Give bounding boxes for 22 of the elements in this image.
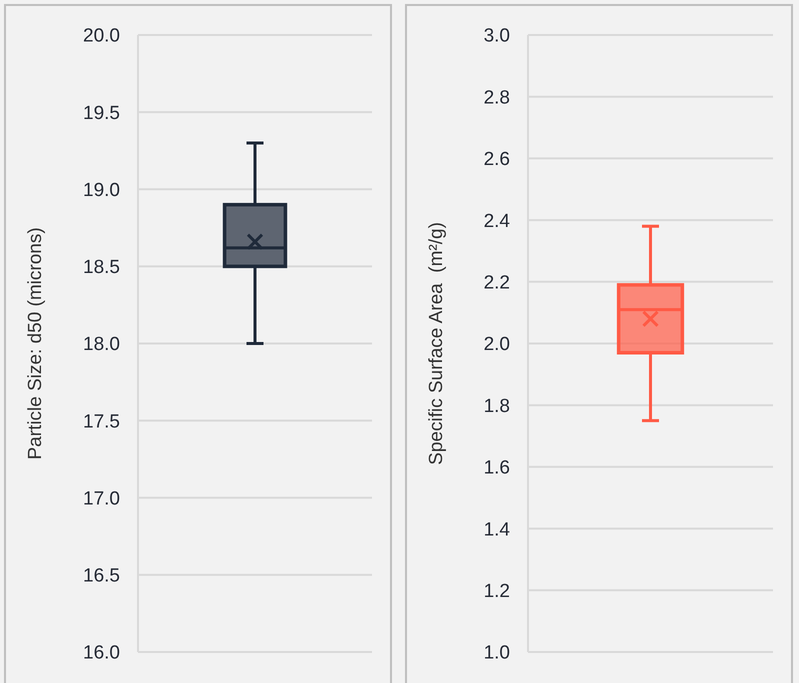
y-axis-title: Particle Size: d50 (microns): [25, 227, 46, 460]
y-tick-label: 16.5: [83, 566, 120, 587]
y-tick-label: 2.6: [484, 149, 510, 170]
y-tick-label: 3.0: [484, 26, 510, 47]
y-tick-label: 17.0: [83, 488, 120, 510]
y-tick-label: 17.5: [83, 411, 120, 432]
y-tick-label: 18.5: [83, 257, 120, 278]
y-tick-label: 1.8: [484, 396, 510, 417]
y-tick-label: 2.8: [484, 87, 510, 108]
y-tick-label: 1.2: [484, 580, 510, 602]
y-tick-label: 16.0: [83, 642, 120, 664]
y-tick-label: 2.0: [484, 334, 510, 356]
y-tick-label: 2.2: [484, 272, 510, 294]
y-tick-label: 18.0: [83, 334, 120, 356]
y-tick-label: 19.0: [83, 180, 120, 201]
y-tick-label: 1.0: [484, 642, 510, 664]
y-tick-label: 20.0: [83, 26, 120, 47]
y-tick-label: 19.5: [83, 102, 120, 124]
y-axis-title: Specific Surface Area (m²/g): [426, 222, 447, 465]
y-tick-label: 2.4: [484, 210, 510, 232]
y-tick-label: 1.6: [484, 458, 510, 479]
y-tick-label: 1.4: [484, 519, 510, 540]
